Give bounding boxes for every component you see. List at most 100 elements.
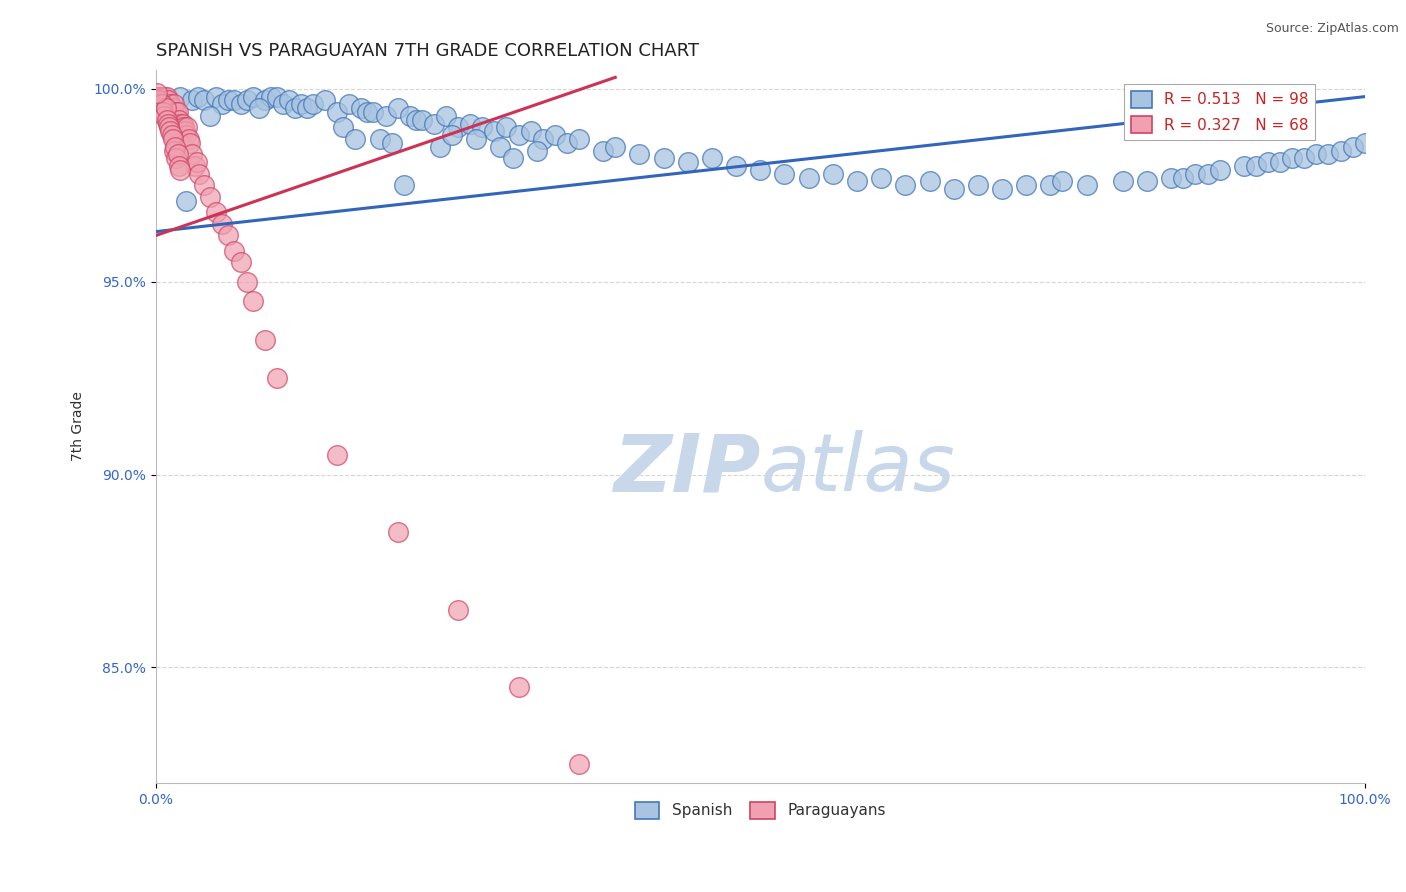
Point: [1160, 170, 1182, 185]
Point: [918, 174, 941, 188]
Point: [253, 94, 276, 108]
Point: [229, 97, 252, 112]
Point: [148, 89, 170, 103]
Point: [1294, 152, 1316, 166]
Point: [172, 117, 194, 131]
Point: [290, 97, 312, 112]
Point: [146, 89, 169, 103]
Point: [1281, 152, 1303, 166]
Point: [1354, 136, 1376, 150]
Point: [166, 152, 188, 166]
Text: Source: ZipAtlas.com: Source: ZipAtlas.com: [1265, 22, 1399, 36]
Point: [253, 333, 276, 347]
Point: [165, 140, 187, 154]
Point: [458, 117, 481, 131]
Point: [159, 124, 181, 138]
Point: [148, 97, 170, 112]
Point: [434, 109, 457, 123]
Point: [266, 371, 288, 385]
Point: [156, 89, 179, 103]
Point: [350, 101, 373, 115]
Point: [531, 132, 554, 146]
Point: [217, 228, 239, 243]
Point: [181, 147, 204, 161]
Point: [398, 109, 420, 123]
Point: [166, 105, 188, 120]
Point: [169, 117, 191, 131]
Point: [326, 105, 349, 120]
Point: [381, 136, 404, 150]
Point: [174, 124, 197, 138]
Point: [176, 120, 198, 135]
Point: [441, 128, 464, 143]
Point: [846, 174, 869, 188]
Point: [217, 94, 239, 108]
Point: [152, 105, 174, 120]
Point: [423, 117, 446, 131]
Point: [405, 112, 427, 127]
Point: [411, 112, 433, 127]
Point: [356, 105, 378, 120]
Point: [1015, 178, 1038, 193]
Point: [186, 155, 208, 169]
Point: [387, 101, 409, 115]
Point: [1329, 144, 1351, 158]
Point: [173, 120, 195, 135]
Point: [344, 132, 367, 146]
Point: [229, 255, 252, 269]
Point: [592, 144, 614, 158]
Point: [187, 89, 209, 103]
Point: [652, 152, 675, 166]
Point: [205, 89, 228, 103]
Point: [1305, 147, 1327, 161]
Point: [295, 101, 318, 115]
Point: [337, 97, 360, 112]
Point: [942, 182, 965, 196]
Point: [544, 128, 567, 143]
Point: [181, 94, 204, 108]
Point: [159, 97, 181, 112]
Point: [1197, 167, 1219, 181]
Point: [169, 162, 191, 177]
Point: [247, 101, 270, 115]
Point: [1039, 178, 1062, 193]
Point: [260, 89, 283, 103]
Point: [773, 167, 796, 181]
Point: [156, 117, 179, 131]
Point: [1112, 174, 1135, 188]
Point: [160, 105, 183, 120]
Point: [162, 101, 184, 115]
Point: [153, 89, 176, 103]
Point: [700, 152, 723, 166]
Point: [193, 178, 215, 193]
Point: [157, 120, 180, 135]
Text: ZIP: ZIP: [613, 430, 761, 508]
Point: [1317, 147, 1340, 161]
Point: [188, 167, 211, 181]
Point: [211, 217, 233, 231]
Point: [165, 109, 187, 123]
Point: [224, 94, 246, 108]
Point: [155, 97, 177, 112]
Point: [235, 275, 257, 289]
Point: [266, 89, 288, 103]
Point: [447, 120, 470, 135]
Point: [1233, 159, 1256, 173]
Point: [363, 105, 385, 120]
Point: [162, 132, 184, 146]
Point: [332, 120, 354, 135]
Point: [155, 101, 177, 115]
Point: [628, 147, 651, 161]
Point: [1136, 174, 1159, 188]
Point: [314, 94, 336, 108]
Point: [205, 205, 228, 219]
Point: [156, 112, 179, 127]
Point: [1184, 167, 1206, 181]
Point: [368, 132, 391, 146]
Point: [193, 94, 215, 108]
Point: [271, 97, 294, 112]
Point: [797, 170, 820, 185]
Point: [894, 178, 917, 193]
Point: [519, 124, 541, 138]
Point: [156, 94, 179, 108]
